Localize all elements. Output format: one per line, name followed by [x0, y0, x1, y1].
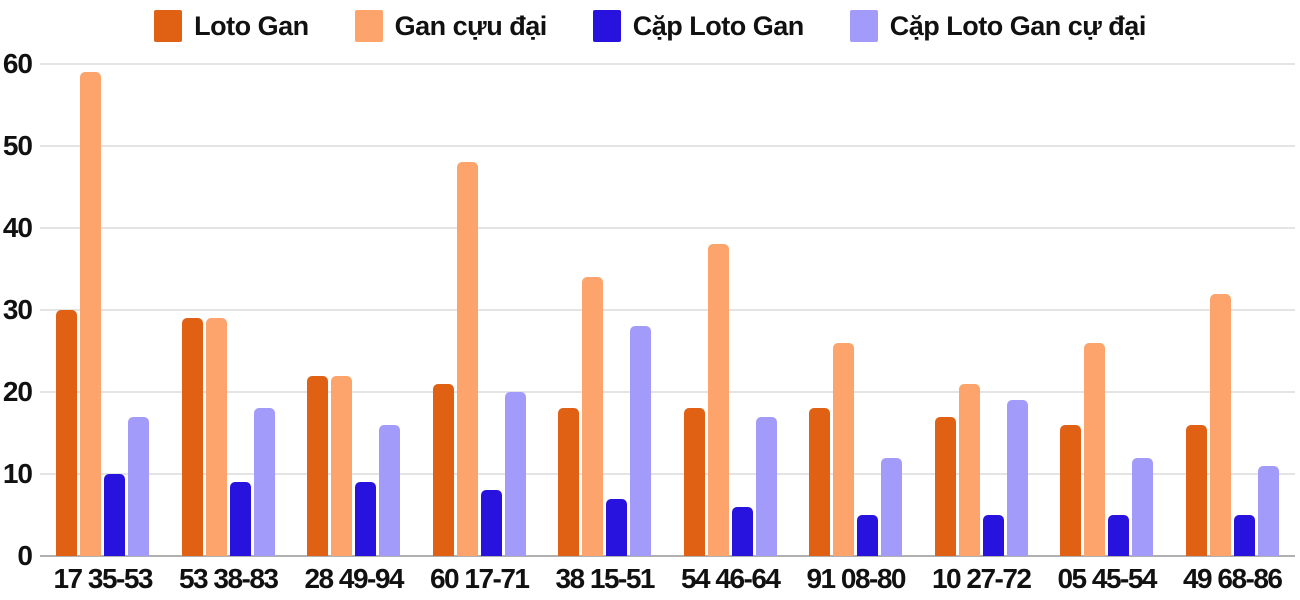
bar: [1257, 465, 1279, 556]
gridline: [40, 473, 1295, 475]
bar: [857, 515, 879, 556]
gridline: [40, 145, 1295, 147]
bar: [958, 383, 980, 556]
bar: [934, 416, 956, 556]
bar: [982, 515, 1004, 556]
bar: [881, 457, 903, 556]
x-category-label: 05 45-54: [1057, 563, 1157, 594]
bar: [833, 342, 855, 556]
legend-label: Cặp Loto Gan cự đại: [889, 10, 1147, 41]
bar-group: [166, 64, 292, 556]
bar: [205, 318, 227, 556]
bar: [707, 244, 729, 556]
x-category-label: 49 68-86: [1182, 563, 1283, 594]
legend-swatch: [849, 10, 878, 42]
bar: [1185, 424, 1207, 556]
x-category-label: 17 35-53: [53, 563, 153, 594]
bar: [229, 482, 251, 556]
bar: [582, 277, 604, 556]
legend-label: Gan cựu đại: [394, 10, 548, 41]
legend-item: Gan cựu đại: [354, 10, 548, 42]
bar-group: [542, 64, 668, 556]
bar: [731, 506, 753, 556]
bar: [104, 474, 126, 556]
bar: [755, 416, 777, 556]
bar: [456, 162, 478, 556]
bar: [1132, 457, 1154, 556]
bar: [331, 375, 353, 556]
x-category-label: 54 46-64: [680, 563, 781, 594]
bar: [1108, 515, 1130, 556]
x-category-label: 60 17-71: [429, 563, 530, 594]
bar-groups: [40, 64, 1295, 556]
bar-group: [291, 64, 417, 556]
bar: [504, 392, 526, 556]
bar: [128, 416, 150, 556]
bar: [558, 408, 580, 556]
bar: [432, 383, 454, 556]
gridline: [40, 391, 1295, 393]
bar: [630, 326, 652, 556]
bar: [307, 375, 329, 556]
legend-label: Cặp Loto Gan: [632, 10, 805, 41]
bar-group: [417, 64, 543, 556]
legend-label: Loto Gan: [194, 10, 309, 41]
bar: [1084, 342, 1106, 556]
bar: [809, 408, 831, 556]
bar: [1060, 424, 1082, 556]
y-tick-label: 30: [2, 294, 33, 325]
legend-item: Cặp Loto Gan: [592, 10, 805, 42]
bar: [606, 498, 628, 556]
bar-group: [1170, 64, 1296, 556]
x-axis-line: [40, 555, 1295, 557]
bar: [379, 424, 401, 556]
bar: [181, 318, 203, 556]
bar-group: [40, 64, 166, 556]
gridline: [40, 227, 1295, 229]
chart-legend: Loto Gan Gan cựu đại Cặp Loto Gan Cặp Loto …: [0, 6, 1300, 46]
y-tick-label: 0: [17, 540, 33, 571]
bar: [1233, 515, 1255, 556]
legend-swatch: [592, 10, 621, 42]
bar-group: [919, 64, 1045, 556]
legend-item: Cặp Loto Gan cự đại: [849, 10, 1147, 42]
gridline: [40, 63, 1295, 65]
legend-item: Loto Gan: [154, 10, 309, 42]
bar: [253, 408, 275, 556]
x-category-label: 38 15-51: [555, 563, 655, 594]
x-category-label: 28 49-94: [304, 563, 404, 594]
bar: [355, 482, 377, 556]
gridline: [40, 309, 1295, 311]
x-category-label: 91 08-80: [806, 563, 906, 594]
bar: [56, 310, 78, 556]
bar-group: [1044, 64, 1170, 556]
x-category-label: 53 38-83: [178, 563, 279, 594]
x-axis: 17 35-53 53 38-83 28 49-94 60 17-71 38 15-51…: [40, 560, 1295, 598]
bar: [1006, 400, 1028, 556]
bar-group: [793, 64, 919, 556]
plot-area: [40, 63, 1295, 557]
legend-swatch: [354, 10, 383, 42]
y-tick-label: 40: [2, 212, 33, 243]
y-tick-label: 10: [2, 458, 33, 489]
bar-group: [668, 64, 794, 556]
legend-swatch: [154, 10, 183, 42]
bar: [480, 490, 502, 556]
y-tick-label: 20: [2, 376, 33, 407]
y-tick-label: 50: [2, 130, 33, 161]
y-axis: 0 10 20 30 40 50 60: [0, 50, 34, 570]
bar: [80, 72, 102, 556]
x-category-label: 10 27-72: [931, 563, 1032, 594]
y-tick-label: 60: [2, 48, 33, 79]
bar: [683, 408, 705, 556]
bar: [1209, 293, 1231, 556]
